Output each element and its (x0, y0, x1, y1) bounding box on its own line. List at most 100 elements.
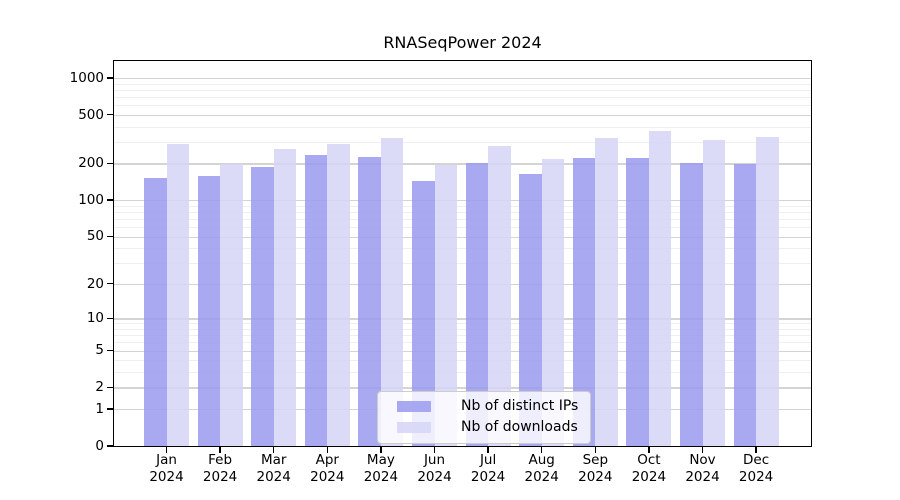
bar-downloads-nov (702, 139, 725, 446)
bar-distinct-ips-aug (519, 174, 542, 446)
bar-downloads-sep (595, 137, 618, 446)
x-tick-month: Jun (423, 452, 446, 468)
x-tick-label-jan: Jan 2024 (135, 452, 199, 485)
y-tick-mark (107, 77, 114, 79)
x-tick-label-mar: Mar 2024 (242, 452, 306, 485)
bar-downloads-apr (327, 143, 350, 446)
major-gridline (114, 318, 811, 320)
minor-gridline (114, 328, 811, 330)
x-tick-month: Sep (582, 452, 609, 468)
bar-distinct-ips-feb (197, 175, 221, 446)
bar-downloads-jun (434, 165, 457, 446)
x-tick-mark (380, 446, 382, 453)
x-tick-year: 2024 (631, 468, 667, 485)
minor-gridline (114, 335, 811, 337)
minor-gridline (114, 263, 811, 265)
x-tick-year: 2024 (256, 468, 291, 485)
minor-gridline (114, 141, 811, 143)
minor-gridline (114, 205, 811, 207)
y-tick-label-200: 200 (78, 155, 104, 172)
x-tick-mark (433, 446, 436, 453)
minor-gridline (114, 96, 811, 98)
minor-gridline (114, 89, 811, 91)
x-tick-mark (487, 446, 489, 453)
minor-gridline (114, 360, 811, 362)
x-tick-mark (755, 446, 757, 453)
x-tick-year: 2024 (310, 468, 345, 485)
plot-area: Nb of distinct IPs Nb of downloads (114, 61, 811, 446)
x-tick-mark (273, 446, 275, 453)
x-tick-year: 2024 (578, 468, 613, 485)
minor-gridline (114, 372, 811, 374)
x-tick-month: Dec (743, 452, 770, 468)
bar-downloads-dec (756, 136, 779, 446)
major-gridline (114, 200, 811, 202)
x-tick-year: 2024 (524, 468, 559, 485)
legend-swatch-distinct-ips (397, 401, 431, 412)
bar-downloads-jul (488, 145, 511, 446)
x-tick-month: Jul (479, 452, 497, 468)
bar-distinct-ips-dec (733, 163, 757, 446)
x-tick-month: Feb (208, 452, 233, 468)
bar-distinct-ips-apr (304, 154, 328, 446)
major-gridline (114, 114, 811, 117)
x-tick-mark (326, 446, 328, 453)
legend: Nb of distinct IPs Nb of downloads (377, 391, 592, 444)
x-tick-month: Jan (156, 452, 177, 468)
x-tick-mark (648, 446, 650, 453)
legend-swatch-downloads (397, 422, 431, 433)
x-tick-month: Mar (260, 452, 287, 468)
x-tick-year: 2024 (685, 468, 720, 485)
x-tick-label-jun: Jun 2024 (403, 452, 467, 485)
y-tick-label-0: 0 (95, 437, 104, 454)
major-gridline (114, 77, 811, 80)
x-tick-mark (219, 446, 221, 453)
y-tick-label-1: 1 (95, 400, 104, 417)
y-tick-mark (107, 386, 114, 389)
major-gridline (114, 283, 811, 286)
x-tick-year: 2024 (149, 468, 184, 485)
bar-distinct-ips-jan (144, 178, 167, 446)
legend-label-distinct-ips: Nb of distinct IPs (461, 398, 579, 414)
legend-item-downloads: Nb of downloads (397, 419, 578, 436)
minor-gridline (114, 83, 811, 85)
x-tick-label-apr: Apr 2024 (295, 452, 359, 485)
bar-distinct-ips-jun (412, 180, 435, 446)
bar-distinct-ips-sep (572, 158, 596, 446)
y-tick-label-500: 500 (78, 106, 104, 123)
x-tick-year: 2024 (363, 468, 399, 485)
major-gridline (114, 350, 811, 352)
minor-gridline (114, 227, 811, 228)
bar-downloads-aug (541, 159, 565, 446)
y-tick-label-1000: 1000 (69, 69, 104, 86)
chart-title: RNASeqPower 2024 (383, 33, 542, 52)
major-gridline (114, 387, 811, 389)
x-tick-label-aug: Aug 2024 (510, 452, 574, 485)
minor-gridline (114, 211, 811, 213)
major-gridline (114, 236, 811, 238)
x-tick-year: 2024 (738, 468, 774, 485)
y-tick-label-5: 5 (95, 342, 104, 359)
x-tick-mark (541, 446, 543, 453)
x-tick-mark (594, 446, 596, 453)
bar-distinct-ips-jul (465, 162, 489, 446)
x-tick-label-dec: Dec 2024 (724, 452, 788, 485)
y-tick-mark (107, 408, 114, 410)
bar-distinct-ips-oct (626, 158, 649, 446)
bar-distinct-ips-nov (680, 163, 703, 446)
minor-gridline (114, 218, 811, 220)
x-tick-year: 2024 (417, 468, 452, 485)
bar-downloads-may (380, 137, 404, 446)
y-tick-mark (107, 445, 114, 447)
x-tick-mark (165, 446, 168, 453)
x-tick-month: Apr (315, 452, 339, 468)
y-tick-mark (107, 235, 114, 238)
x-tick-month: Aug (528, 452, 555, 468)
bar-downloads-feb (220, 164, 243, 446)
bar-distinct-ips-may (358, 157, 381, 446)
y-tick-label-10: 10 (86, 310, 104, 327)
y-tick-mark (107, 317, 114, 319)
x-tick-label-sep: Sep 2024 (563, 452, 627, 485)
x-tick-month: Nov (689, 452, 716, 468)
